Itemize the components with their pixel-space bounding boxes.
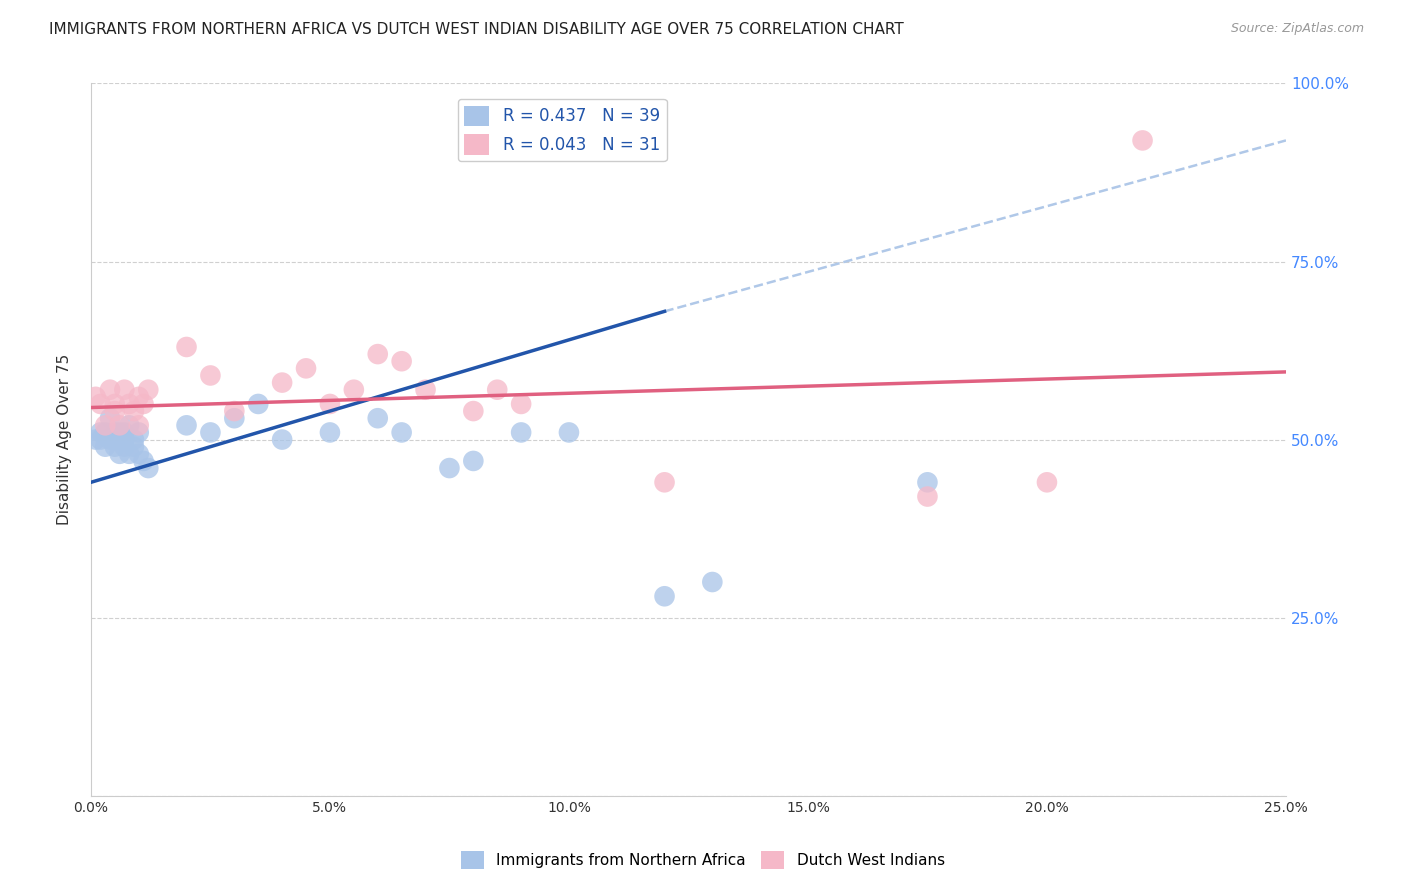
Point xyxy=(104,404,127,418)
Point xyxy=(94,440,117,454)
Point xyxy=(917,475,939,490)
Point xyxy=(136,383,159,397)
Point xyxy=(118,447,141,461)
Point xyxy=(319,425,342,440)
Point xyxy=(112,425,135,440)
Point xyxy=(122,404,145,418)
Point xyxy=(1036,475,1059,490)
Point xyxy=(271,433,294,447)
Point xyxy=(224,404,246,418)
Point xyxy=(128,418,150,433)
Point xyxy=(128,390,150,404)
Point xyxy=(271,376,294,390)
Point xyxy=(108,418,131,433)
Point xyxy=(89,425,111,440)
Point xyxy=(84,390,107,404)
Point xyxy=(112,433,135,447)
Point xyxy=(128,425,150,440)
Text: IMMIGRANTS FROM NORTHERN AFRICA VS DUTCH WEST INDIAN DISABILITY AGE OVER 75 CORR: IMMIGRANTS FROM NORTHERN AFRICA VS DUTCH… xyxy=(49,22,904,37)
Point xyxy=(391,425,413,440)
Point xyxy=(415,383,437,397)
Point xyxy=(367,347,389,361)
Point xyxy=(176,418,198,433)
Point xyxy=(118,418,141,433)
Point xyxy=(247,397,270,411)
Point xyxy=(224,411,246,425)
Point xyxy=(510,425,533,440)
Point xyxy=(98,411,121,425)
Point xyxy=(94,418,117,433)
Point xyxy=(702,574,724,589)
Point xyxy=(84,433,107,447)
Point xyxy=(319,397,342,411)
Text: Source: ZipAtlas.com: Source: ZipAtlas.com xyxy=(1230,22,1364,36)
Point xyxy=(200,425,222,440)
Y-axis label: Disability Age Over 75: Disability Age Over 75 xyxy=(58,354,72,525)
Point xyxy=(104,440,127,454)
Point xyxy=(112,383,135,397)
Point xyxy=(1132,133,1154,147)
Point xyxy=(391,354,413,368)
Point xyxy=(439,461,461,475)
Point xyxy=(118,397,141,411)
Point xyxy=(176,340,198,354)
Point xyxy=(108,425,131,440)
Point xyxy=(104,425,127,440)
Point xyxy=(917,490,939,504)
Point xyxy=(89,433,111,447)
Point xyxy=(295,361,318,376)
Point xyxy=(98,383,121,397)
Point xyxy=(510,397,533,411)
Point xyxy=(112,440,135,454)
Point xyxy=(486,383,509,397)
Point xyxy=(654,475,676,490)
Point xyxy=(122,440,145,454)
Point xyxy=(94,425,117,440)
Point xyxy=(108,447,131,461)
Point xyxy=(654,589,676,603)
Point xyxy=(122,433,145,447)
Point xyxy=(463,454,485,468)
Legend: Immigrants from Northern Africa, Dutch West Indians: Immigrants from Northern Africa, Dutch W… xyxy=(456,845,950,875)
Legend: R = 0.437   N = 39, R = 0.043   N = 31: R = 0.437 N = 39, R = 0.043 N = 31 xyxy=(458,99,666,161)
Point xyxy=(128,447,150,461)
Point xyxy=(98,433,121,447)
Point xyxy=(463,404,485,418)
Point xyxy=(104,433,127,447)
Point xyxy=(367,411,389,425)
Point xyxy=(343,383,366,397)
Point xyxy=(89,397,111,411)
Point xyxy=(104,397,127,411)
Point xyxy=(108,433,131,447)
Point xyxy=(132,397,155,411)
Point xyxy=(558,425,581,440)
Point xyxy=(200,368,222,383)
Point xyxy=(136,461,159,475)
Point xyxy=(132,454,155,468)
